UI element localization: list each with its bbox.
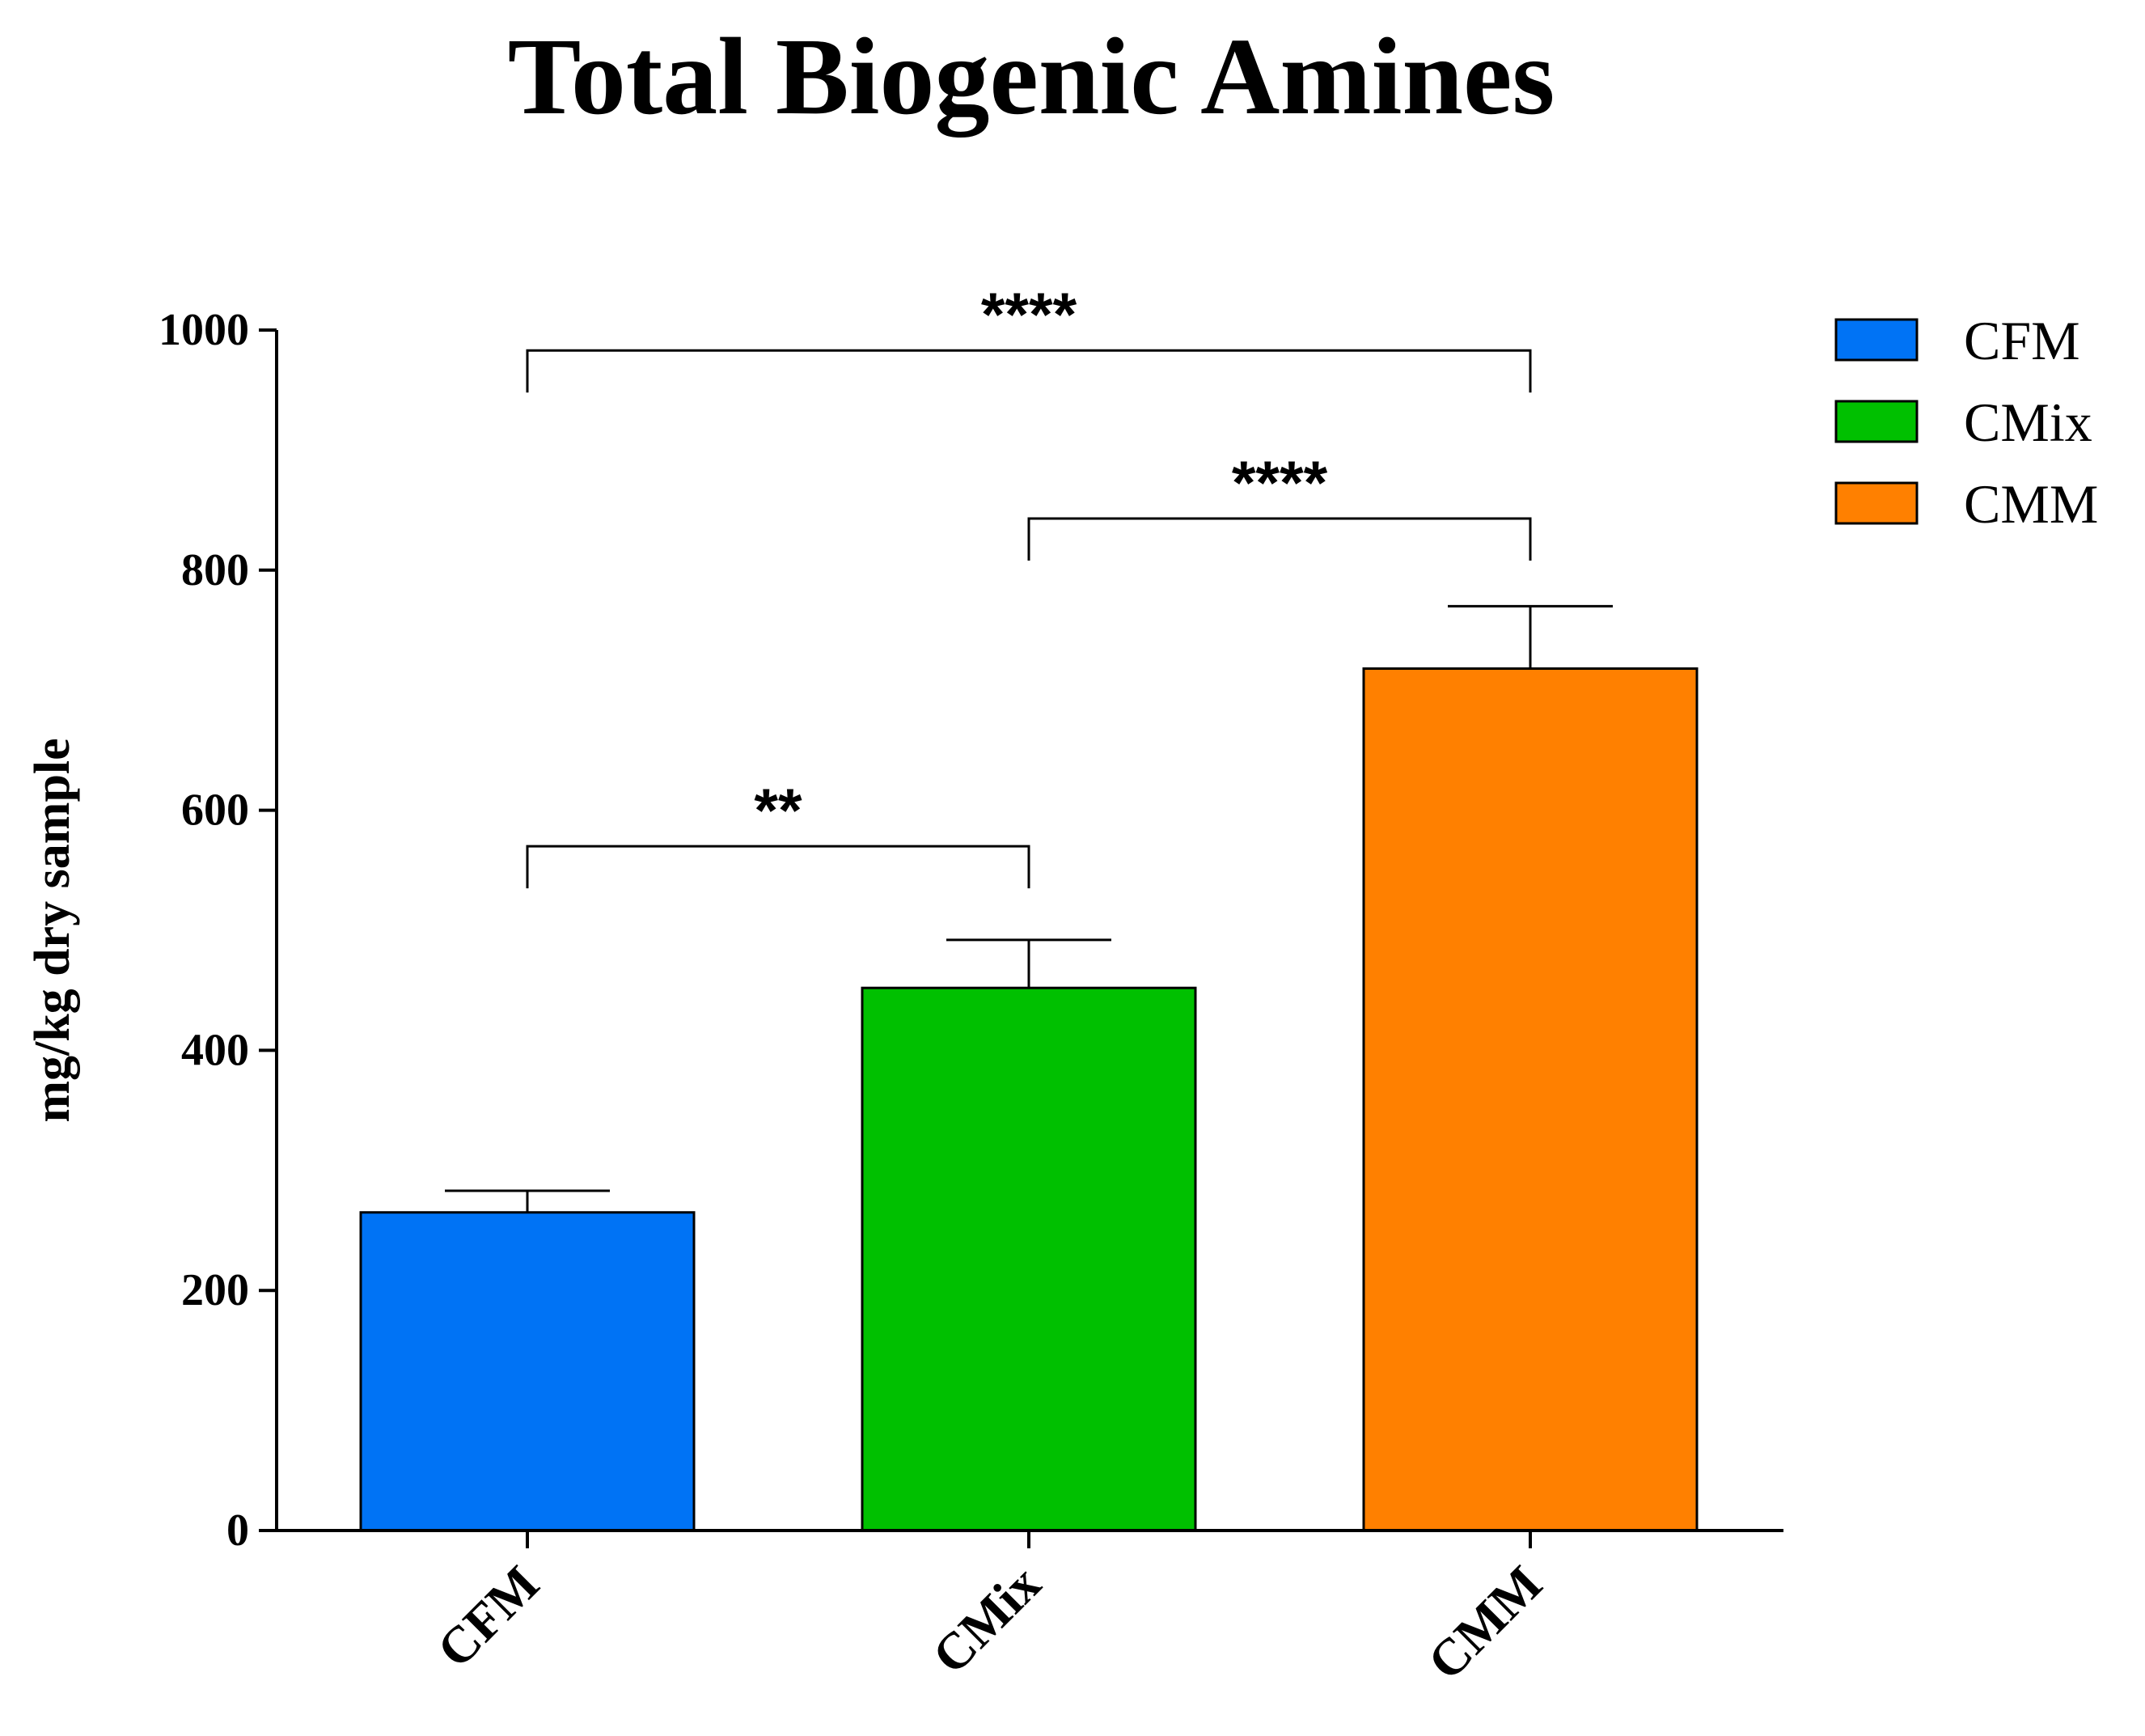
y-tick-label: 800 [181, 545, 249, 595]
chart-title: Total Biogenic Amines [508, 16, 1555, 138]
y-tick-label: 0 [226, 1505, 249, 1556]
legend-swatch-cmm [1834, 481, 1919, 525]
bar-cmm [1362, 667, 1699, 1532]
legend-label-cmm: CMM [1964, 473, 2098, 535]
y-axis-label: mg/kg dry sample [25, 738, 80, 1122]
legend-swatch-cfm [1834, 318, 1919, 362]
legend-swatch-cmix [1834, 400, 1919, 443]
significance-bracket [526, 349, 1532, 393]
legend-label-cfm: CFM [1964, 310, 2080, 371]
bar-cfm [359, 1211, 696, 1532]
significance-bracket [526, 845, 1030, 889]
significance-bracket [1027, 517, 1532, 561]
x-tick-label-cfm: CFM [426, 1555, 550, 1679]
legend-label-cmix: CMix [1964, 392, 2092, 453]
significance-label: ** [754, 777, 802, 845]
y-tick-label: 400 [181, 1025, 249, 1075]
y-tick-label: 200 [181, 1265, 249, 1315]
x-tick-label-cmm: CMM [1417, 1555, 1553, 1691]
y-tick-label: 1000 [159, 305, 249, 355]
bar-cmix [861, 986, 1197, 1532]
significance-label: **** [1232, 449, 1328, 518]
legend: CFM CMix CMM [1834, 310, 2098, 535]
y-tick-label: 600 [181, 785, 249, 836]
significance-label: **** [981, 281, 1077, 349]
x-tick-label-cmix: CMix [921, 1555, 1051, 1685]
